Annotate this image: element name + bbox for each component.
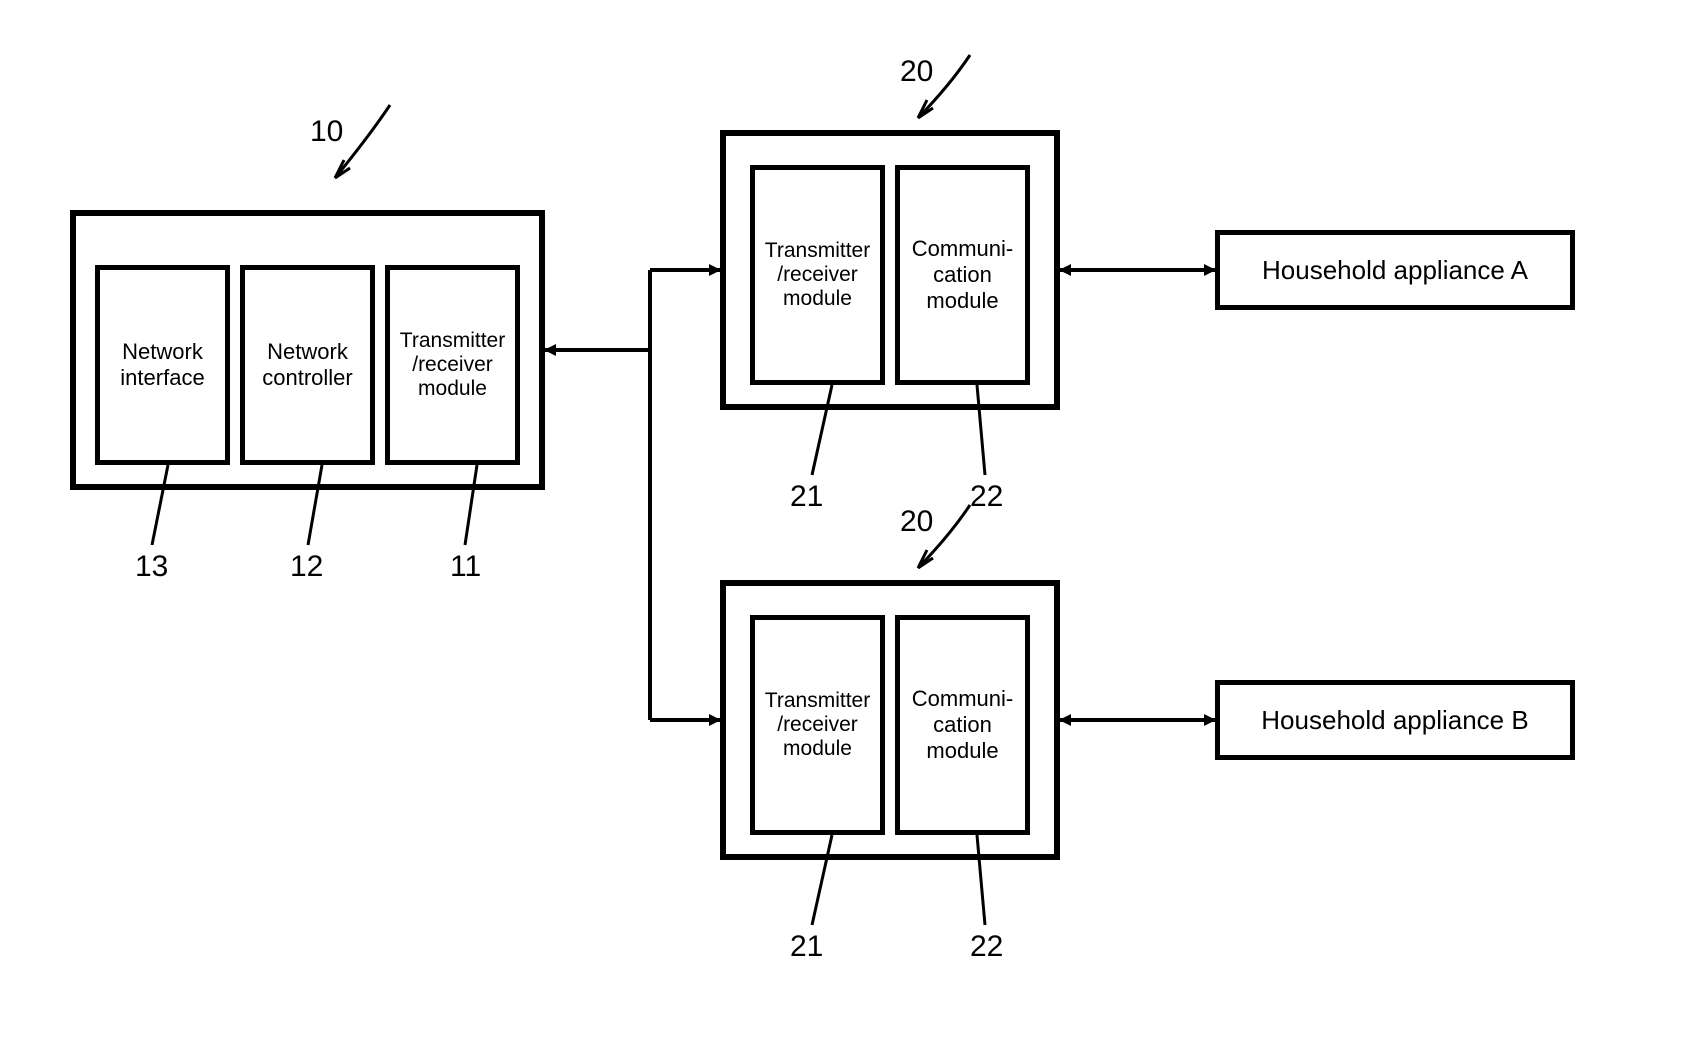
block-communication-20a: Communi- cation module xyxy=(895,165,1030,385)
diagram-stage: Network interface Network controller Tra… xyxy=(0,0,1694,1050)
block-label: Transmitter /receiver module xyxy=(394,329,511,401)
appliance-a: Household appliance A xyxy=(1215,230,1575,310)
appliance-label: Household appliance B xyxy=(1261,705,1528,736)
appliance-b: Household appliance B xyxy=(1215,680,1575,760)
block-label: Transmitter /receiver module xyxy=(759,239,876,311)
block-label: Network interface xyxy=(104,339,221,391)
block-network-controller: Network controller xyxy=(240,265,375,465)
appliance-label: Household appliance A xyxy=(1262,255,1528,286)
block-transmitter-receiver-20a: Transmitter /receiver module xyxy=(750,165,885,385)
ref-21b: 21 xyxy=(790,930,823,964)
block-communication-20b: Communi- cation module xyxy=(895,615,1030,835)
block-network-interface: Network interface xyxy=(95,265,230,465)
ref-20b: 20 xyxy=(900,505,933,539)
block-label: Communi- cation module xyxy=(904,686,1021,764)
ref-22a: 22 xyxy=(970,480,1003,514)
ref-13: 13 xyxy=(135,550,168,584)
ref-20a: 20 xyxy=(900,55,933,89)
block-label: Communi- cation module xyxy=(904,236,1021,314)
ref-21a: 21 xyxy=(790,480,823,514)
block-label: Transmitter /receiver module xyxy=(759,689,876,761)
ref-10: 10 xyxy=(310,115,343,149)
block-transmitter-receiver-20b: Transmitter /receiver module xyxy=(750,615,885,835)
ref-22b: 22 xyxy=(970,930,1003,964)
ref-11: 11 xyxy=(450,550,481,584)
block-label: Network controller xyxy=(249,339,366,391)
block-transmitter-receiver-10: Transmitter /receiver module xyxy=(385,265,520,465)
ref-12: 12 xyxy=(290,550,323,584)
